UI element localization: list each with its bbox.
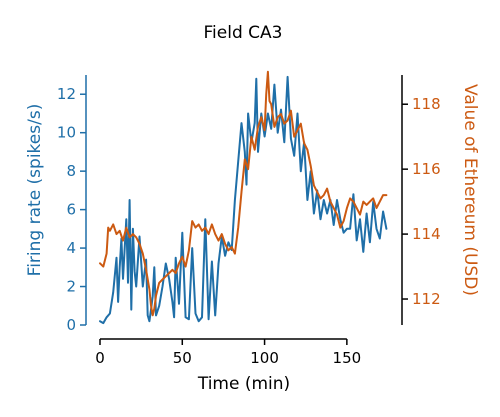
y-right-tick-label: 116 [412, 160, 441, 178]
x-tick-label: 150 [333, 349, 362, 367]
x-axis-title: Time (min) [197, 374, 290, 394]
chart-title: Field CA3 [204, 23, 283, 43]
left-axis: 0 2 4 6 8 10 12 [57, 75, 87, 334]
x-tick-label: 50 [173, 349, 192, 367]
y-left-tick-label: 0 [66, 316, 76, 334]
y-left-axis-title: Firing rate (spikes/s) [25, 104, 45, 277]
x-axis: 0 50 100 150 [95, 338, 362, 367]
y-left-tick-label: 8 [66, 162, 76, 180]
y-right-tick-label: 114 [412, 225, 441, 243]
right-axis: 112 114 116 118 [401, 75, 441, 325]
y-left-tick-label: 6 [66, 201, 76, 219]
ethereum-value-line [99, 70, 388, 317]
y-left-tick-label: 12 [57, 85, 76, 103]
y-left-tick-label: 10 [57, 124, 76, 142]
firing-rate-line [99, 75, 388, 325]
x-tick-label: 100 [250, 349, 279, 367]
y-right-axis-title: Value of Ethereum (USD) [460, 84, 480, 296]
plot-lines [99, 70, 388, 325]
y-left-tick-label: 2 [66, 278, 76, 296]
y-right-tick-label: 118 [412, 95, 441, 113]
y-left-tick-label: 4 [66, 239, 76, 257]
y-right-tick-label: 112 [412, 290, 441, 308]
x-tick-label: 0 [95, 349, 105, 367]
